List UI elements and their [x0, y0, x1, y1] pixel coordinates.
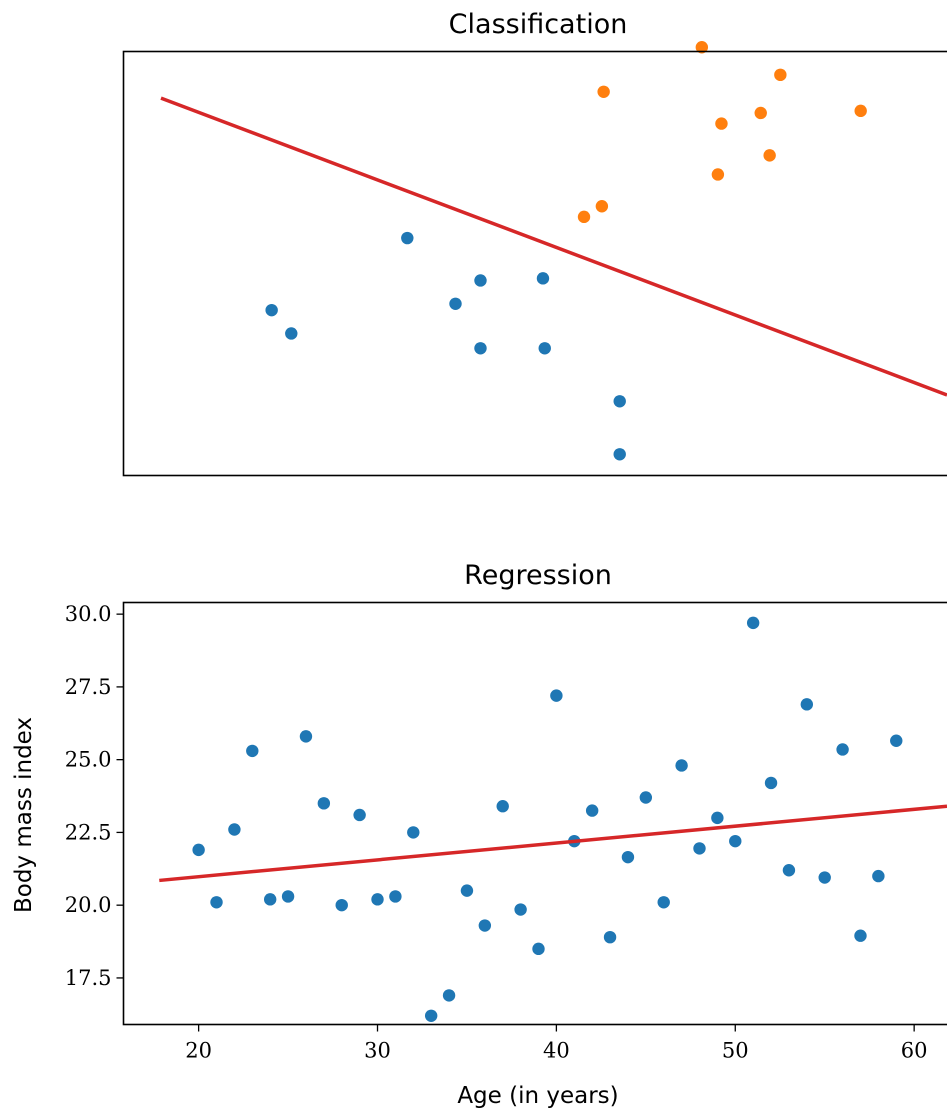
data-point: [299, 730, 313, 743]
data-point: [595, 200, 609, 213]
data-point: [818, 871, 831, 884]
data-point: [285, 327, 298, 340]
regression-title: Regression: [464, 560, 612, 591]
x-axis-label: Age (in years): [457, 1083, 618, 1109]
data-point: [335, 898, 348, 912]
data-point: [389, 890, 402, 903]
data-point: [800, 698, 814, 711]
data-point: [754, 106, 767, 120]
data-point: [514, 903, 527, 916]
data-point: [764, 776, 778, 790]
data-point: [711, 168, 725, 181]
data-point: [424, 1009, 438, 1022]
data-point: [265, 303, 278, 317]
data-point: [401, 231, 414, 245]
data-point: [460, 884, 474, 897]
data-point: [371, 893, 384, 906]
data-point: [496, 800, 509, 813]
data-point: [890, 734, 903, 747]
data-point: [872, 869, 885, 883]
x-tick-label: 30: [364, 1039, 391, 1063]
data-point: [550, 689, 563, 702]
y-tick-label: 30.0: [65, 602, 112, 626]
x-tick-label: 60: [901, 1039, 928, 1063]
data-point: [192, 843, 205, 857]
data-point: [621, 850, 635, 864]
data-point: [449, 297, 462, 310]
data-point: [693, 842, 706, 855]
data-point: [585, 804, 599, 817]
y-axis-label: Body mass index: [11, 717, 37, 913]
data-point: [281, 890, 295, 903]
data-point: [836, 743, 849, 756]
data-point: [538, 342, 551, 355]
data-point: [603, 930, 617, 944]
data-point: [613, 395, 626, 408]
regression-points: [192, 616, 903, 1022]
regression-x-ticks: 20 30 40 50 60: [185, 1024, 928, 1063]
y-tick-label: 22.5: [65, 820, 112, 844]
data-point: [774, 68, 787, 82]
data-point: [715, 117, 728, 130]
y-tick-label: 25.0: [65, 748, 112, 772]
data-point: [474, 342, 487, 355]
data-point: [407, 826, 420, 839]
y-tick-label: 20.0: [65, 893, 112, 917]
data-point: [246, 744, 259, 758]
data-point: [695, 41, 709, 54]
classification-axes-frame: [122, 50, 947, 477]
x-tick-label: 20: [185, 1039, 212, 1063]
classification-decision-boundary: [160, 96, 947, 397]
data-point: [228, 823, 241, 836]
data-point: [317, 797, 331, 810]
classification-title: Classification: [449, 9, 628, 40]
data-point: [746, 616, 760, 630]
data-point: [577, 210, 591, 224]
data-point: [711, 811, 724, 825]
data-point: [442, 989, 456, 1002]
regression-axes-frame: [122, 601, 947, 1026]
data-point: [854, 929, 867, 942]
regression-fit-line: [159, 804, 947, 883]
classification-panel: Classification: [122, 9, 947, 477]
regression-panel: Regression 20 30 40 50 60 17.5 20.0 22.5 25.0 27…: [11, 560, 947, 1109]
data-point: [478, 919, 492, 932]
data-point: [536, 272, 550, 285]
data-point: [763, 149, 776, 162]
data-point: [729, 834, 742, 848]
regression-y-ticks: 17.5 20.0 22.5 25.0 27.5 30.0: [65, 602, 124, 990]
data-point: [639, 791, 653, 804]
x-tick-label: 50: [722, 1039, 749, 1063]
data-point: [263, 893, 277, 906]
data-point: [782, 864, 796, 877]
data-point: [657, 896, 670, 909]
classification-points: [265, 41, 867, 461]
x-tick-label: 40: [543, 1039, 570, 1063]
y-tick-label: 17.5: [65, 966, 112, 990]
data-point: [613, 448, 626, 461]
y-tick-label: 27.5: [65, 675, 112, 699]
data-point: [210, 896, 223, 909]
data-point: [353, 808, 366, 822]
data-point: [675, 759, 688, 772]
data-point: [854, 104, 867, 118]
data-point: [474, 274, 487, 287]
data-point: [532, 942, 545, 956]
data-point: [597, 85, 610, 98]
